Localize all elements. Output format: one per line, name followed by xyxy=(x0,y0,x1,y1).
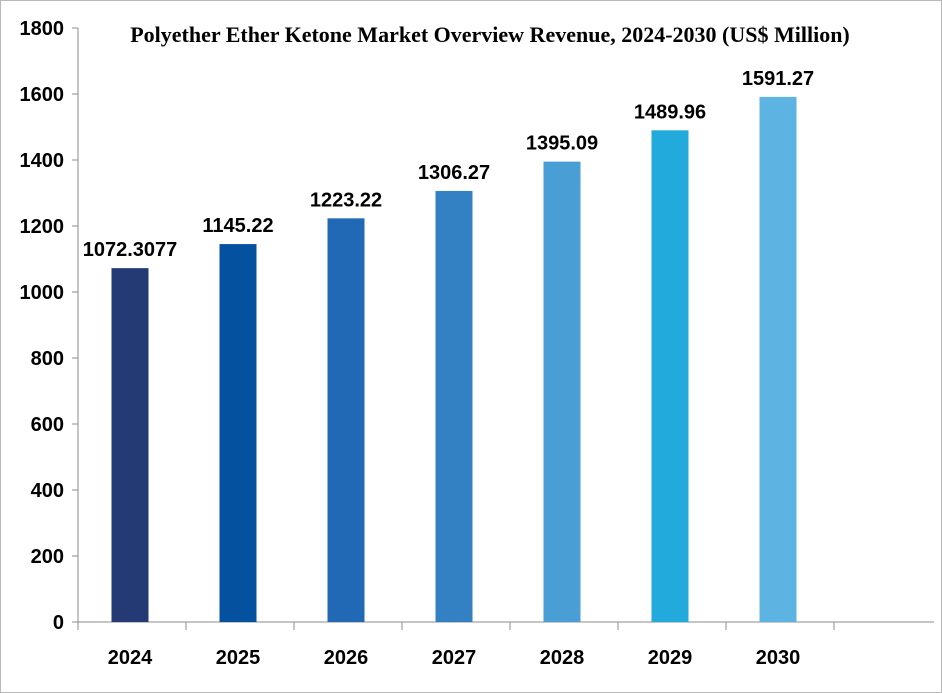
y-tick-label: 1600 xyxy=(20,84,65,106)
data-label: 1395.09 xyxy=(526,133,598,155)
y-tick-label: 1400 xyxy=(20,150,65,172)
bar-2027 xyxy=(435,190,473,622)
data-label: 1489.96 xyxy=(634,101,706,123)
bar-2025 xyxy=(219,244,257,622)
data-labels: 1072.3077 1145.22 1223.22 1306.27 1395.09 148… xyxy=(83,68,814,261)
x-tick-label: 2024 xyxy=(108,647,153,669)
chart-title: Polyether Ether Ketone Market Overview R… xyxy=(130,22,850,47)
y-tick-label: 1800 xyxy=(20,18,65,40)
bar-2029 xyxy=(651,130,689,622)
data-label: 1306.27 xyxy=(418,162,490,184)
x-tick-label: 2026 xyxy=(324,647,369,669)
y-tick-label: 1200 xyxy=(20,216,65,238)
bar-2028 xyxy=(543,161,581,622)
x-tick-label: 2028 xyxy=(540,647,585,669)
bar-2030 xyxy=(759,96,797,622)
bars xyxy=(111,96,797,622)
data-label: 1223.22 xyxy=(310,189,382,211)
data-label: 1591.27 xyxy=(742,68,814,90)
x-tick-label: 2030 xyxy=(756,647,801,669)
x-tick-label: 2027 xyxy=(432,647,477,669)
bar-2026 xyxy=(327,218,365,622)
data-label: 1072.3077 xyxy=(83,239,178,261)
y-tick-label: 0 xyxy=(53,612,64,634)
axes: 0 200 400 600 800 1000 1200 1400 1600 1800 2024 202… xyxy=(20,18,934,669)
y-tick-label: 400 xyxy=(31,480,64,502)
y-tick-label: 1000 xyxy=(20,282,65,304)
y-tick-label: 800 xyxy=(31,348,64,370)
x-tick-label: 2025 xyxy=(216,647,261,669)
y-tick-label: 600 xyxy=(31,414,64,436)
bar-2024 xyxy=(111,268,149,622)
y-tick-label: 200 xyxy=(31,546,64,568)
data-label: 1145.22 xyxy=(202,215,273,237)
x-tick-label: 2029 xyxy=(648,647,693,669)
